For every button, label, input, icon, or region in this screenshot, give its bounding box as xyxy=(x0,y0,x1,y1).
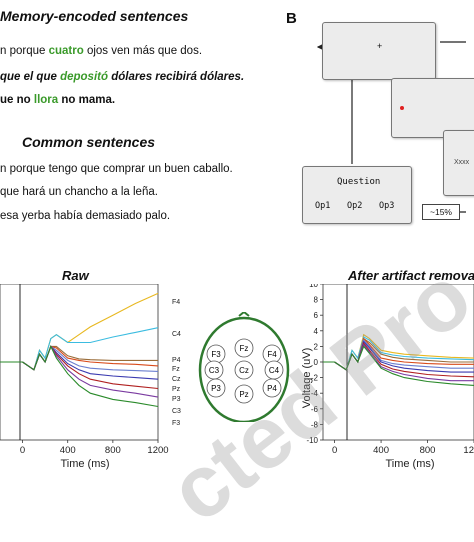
dot-screen xyxy=(391,78,474,138)
y-tick-label: -4 xyxy=(311,389,319,398)
electrode-cz xyxy=(234,360,254,380)
y-tick-label: 6 xyxy=(314,311,319,320)
x-tick-label: 0 xyxy=(20,445,25,456)
sentence-post: no mama. xyxy=(58,94,116,106)
memory-sentence-2: que el que depositó dólares recibirá dól… xyxy=(0,71,244,83)
series-line-f3 xyxy=(323,345,474,386)
electrode-label-pz: Pz xyxy=(239,390,248,399)
y-tick-label: 2 xyxy=(314,342,319,351)
sentence-pre: que el que xyxy=(0,71,61,83)
y-tick-label: -6 xyxy=(311,405,319,414)
electrode-p4 xyxy=(262,378,282,398)
series-label-pz: Pz xyxy=(172,386,181,393)
x-tick-label: 400 xyxy=(373,445,389,456)
fixation-screen: + xyxy=(322,22,436,80)
electrode-label-c4: C4 xyxy=(269,366,280,375)
x-tick-label: 1200 xyxy=(463,445,474,456)
series-line-f3 xyxy=(0,344,159,408)
y-tick-label: 10 xyxy=(309,284,318,289)
electrode-label-f3: F3 xyxy=(211,350,221,359)
mask-text: Xxxx xyxy=(454,159,470,166)
clean-xlabel: Time (ms) xyxy=(385,458,434,470)
series-label-cz: Cz xyxy=(172,376,181,383)
series-label-p4: P4 xyxy=(172,357,181,364)
electrode-label-c3: C3 xyxy=(209,366,220,375)
common-sentence-3: esa yerba había demasiado palo. xyxy=(0,210,171,222)
y-tick-label: 0 xyxy=(314,358,319,367)
series-label-c4: C4 xyxy=(172,331,181,338)
sentence-pre: ue no xyxy=(0,94,34,106)
panel-b-label: B xyxy=(286,10,297,27)
series-label-p3: P3 xyxy=(172,396,181,403)
y-tick-label: -8 xyxy=(311,420,319,429)
electrode-label-f4: F4 xyxy=(267,350,277,359)
common-heading: Common sentences xyxy=(22,134,156,150)
electrode-fz xyxy=(234,338,254,358)
series-label-f3: F3 xyxy=(172,420,180,427)
highlight-word: depositó xyxy=(60,71,108,83)
clean-chart: Voltage (uV) 10 8 6 4 2 0 -2 -4 -6 -8 -10 0 400 800 1… xyxy=(301,284,474,470)
clean-title: After artifact remova xyxy=(348,268,474,283)
red-dot xyxy=(400,106,404,110)
series-line-p3 xyxy=(0,345,159,390)
question-screen: Question Op1 Op2 Op3 xyxy=(302,166,412,224)
series-line-c4 xyxy=(0,327,159,371)
electrode-pz xyxy=(234,384,254,404)
sentence-post: dólares recibirá dólares. xyxy=(108,71,245,83)
memory-sentence-1: n porque cuatro ojos ven más que dos. xyxy=(0,45,202,57)
mask-screen: Xxxx xyxy=(443,130,474,196)
option-2: Op2 xyxy=(347,201,363,211)
series-label-f4: F4 xyxy=(172,299,180,306)
sentence-pre: n porque xyxy=(0,45,49,57)
raw-frame xyxy=(0,284,159,441)
y-tick-label: 4 xyxy=(314,327,319,336)
y-tick-label: -10 xyxy=(306,436,318,445)
series-line-c3 xyxy=(0,345,159,398)
question-title: Question xyxy=(337,177,381,187)
y-tick-label: 8 xyxy=(314,296,319,305)
electrode-label-p4: P4 xyxy=(267,384,277,393)
electrode-label-p3: P3 xyxy=(211,384,221,393)
percent-badge: ~15% xyxy=(422,204,460,220)
raw-chart: F4 C4 P4 Fz Cz Pz P3 C3 F3 0 400 800 1200 Time (ms) xyxy=(0,284,181,470)
highlight-word: llora xyxy=(33,94,59,106)
common-sentence-1: n porque tengo que comprar un buen cabal… xyxy=(0,163,233,175)
x-tick-label: 800 xyxy=(105,445,121,456)
memory-sentence-3: ue no llora no mama. xyxy=(0,94,115,106)
common-sentence-2: que hará un chancho a la leña. xyxy=(0,186,158,198)
raw-title: Raw xyxy=(62,268,89,283)
sentence-post: ojos ven más que dos. xyxy=(83,45,203,57)
raw-xlabel: Time (ms) xyxy=(60,458,109,470)
head-outline xyxy=(198,316,290,422)
electrode-cap: Fz F3 F4 C3 Cz C4 P3 Pz P4 xyxy=(198,312,290,422)
option-3: Op3 xyxy=(379,201,395,211)
electrode-p3 xyxy=(206,378,226,398)
series-label-c3: C3 xyxy=(172,408,181,415)
x-tick-label: 400 xyxy=(60,445,76,456)
memory-heading: Memory-encoded sentences xyxy=(0,8,189,24)
nose-icon xyxy=(238,312,250,317)
electrode-label-cz: Cz xyxy=(239,366,249,375)
clean-ylabel: Voltage (uV) xyxy=(301,348,313,409)
x-tick-label: 800 xyxy=(420,445,436,456)
fixation-cross: + xyxy=(377,41,383,51)
series-label-fz: Fz xyxy=(172,366,180,373)
electrode-label-fz: Fz xyxy=(240,344,249,353)
highlight-word: cuatro xyxy=(48,45,84,57)
option-1: Op1 xyxy=(315,201,331,211)
x-tick-label: 0 xyxy=(332,445,337,456)
y-tick-label: -2 xyxy=(311,374,319,383)
x-tick-label: 1200 xyxy=(147,445,168,456)
